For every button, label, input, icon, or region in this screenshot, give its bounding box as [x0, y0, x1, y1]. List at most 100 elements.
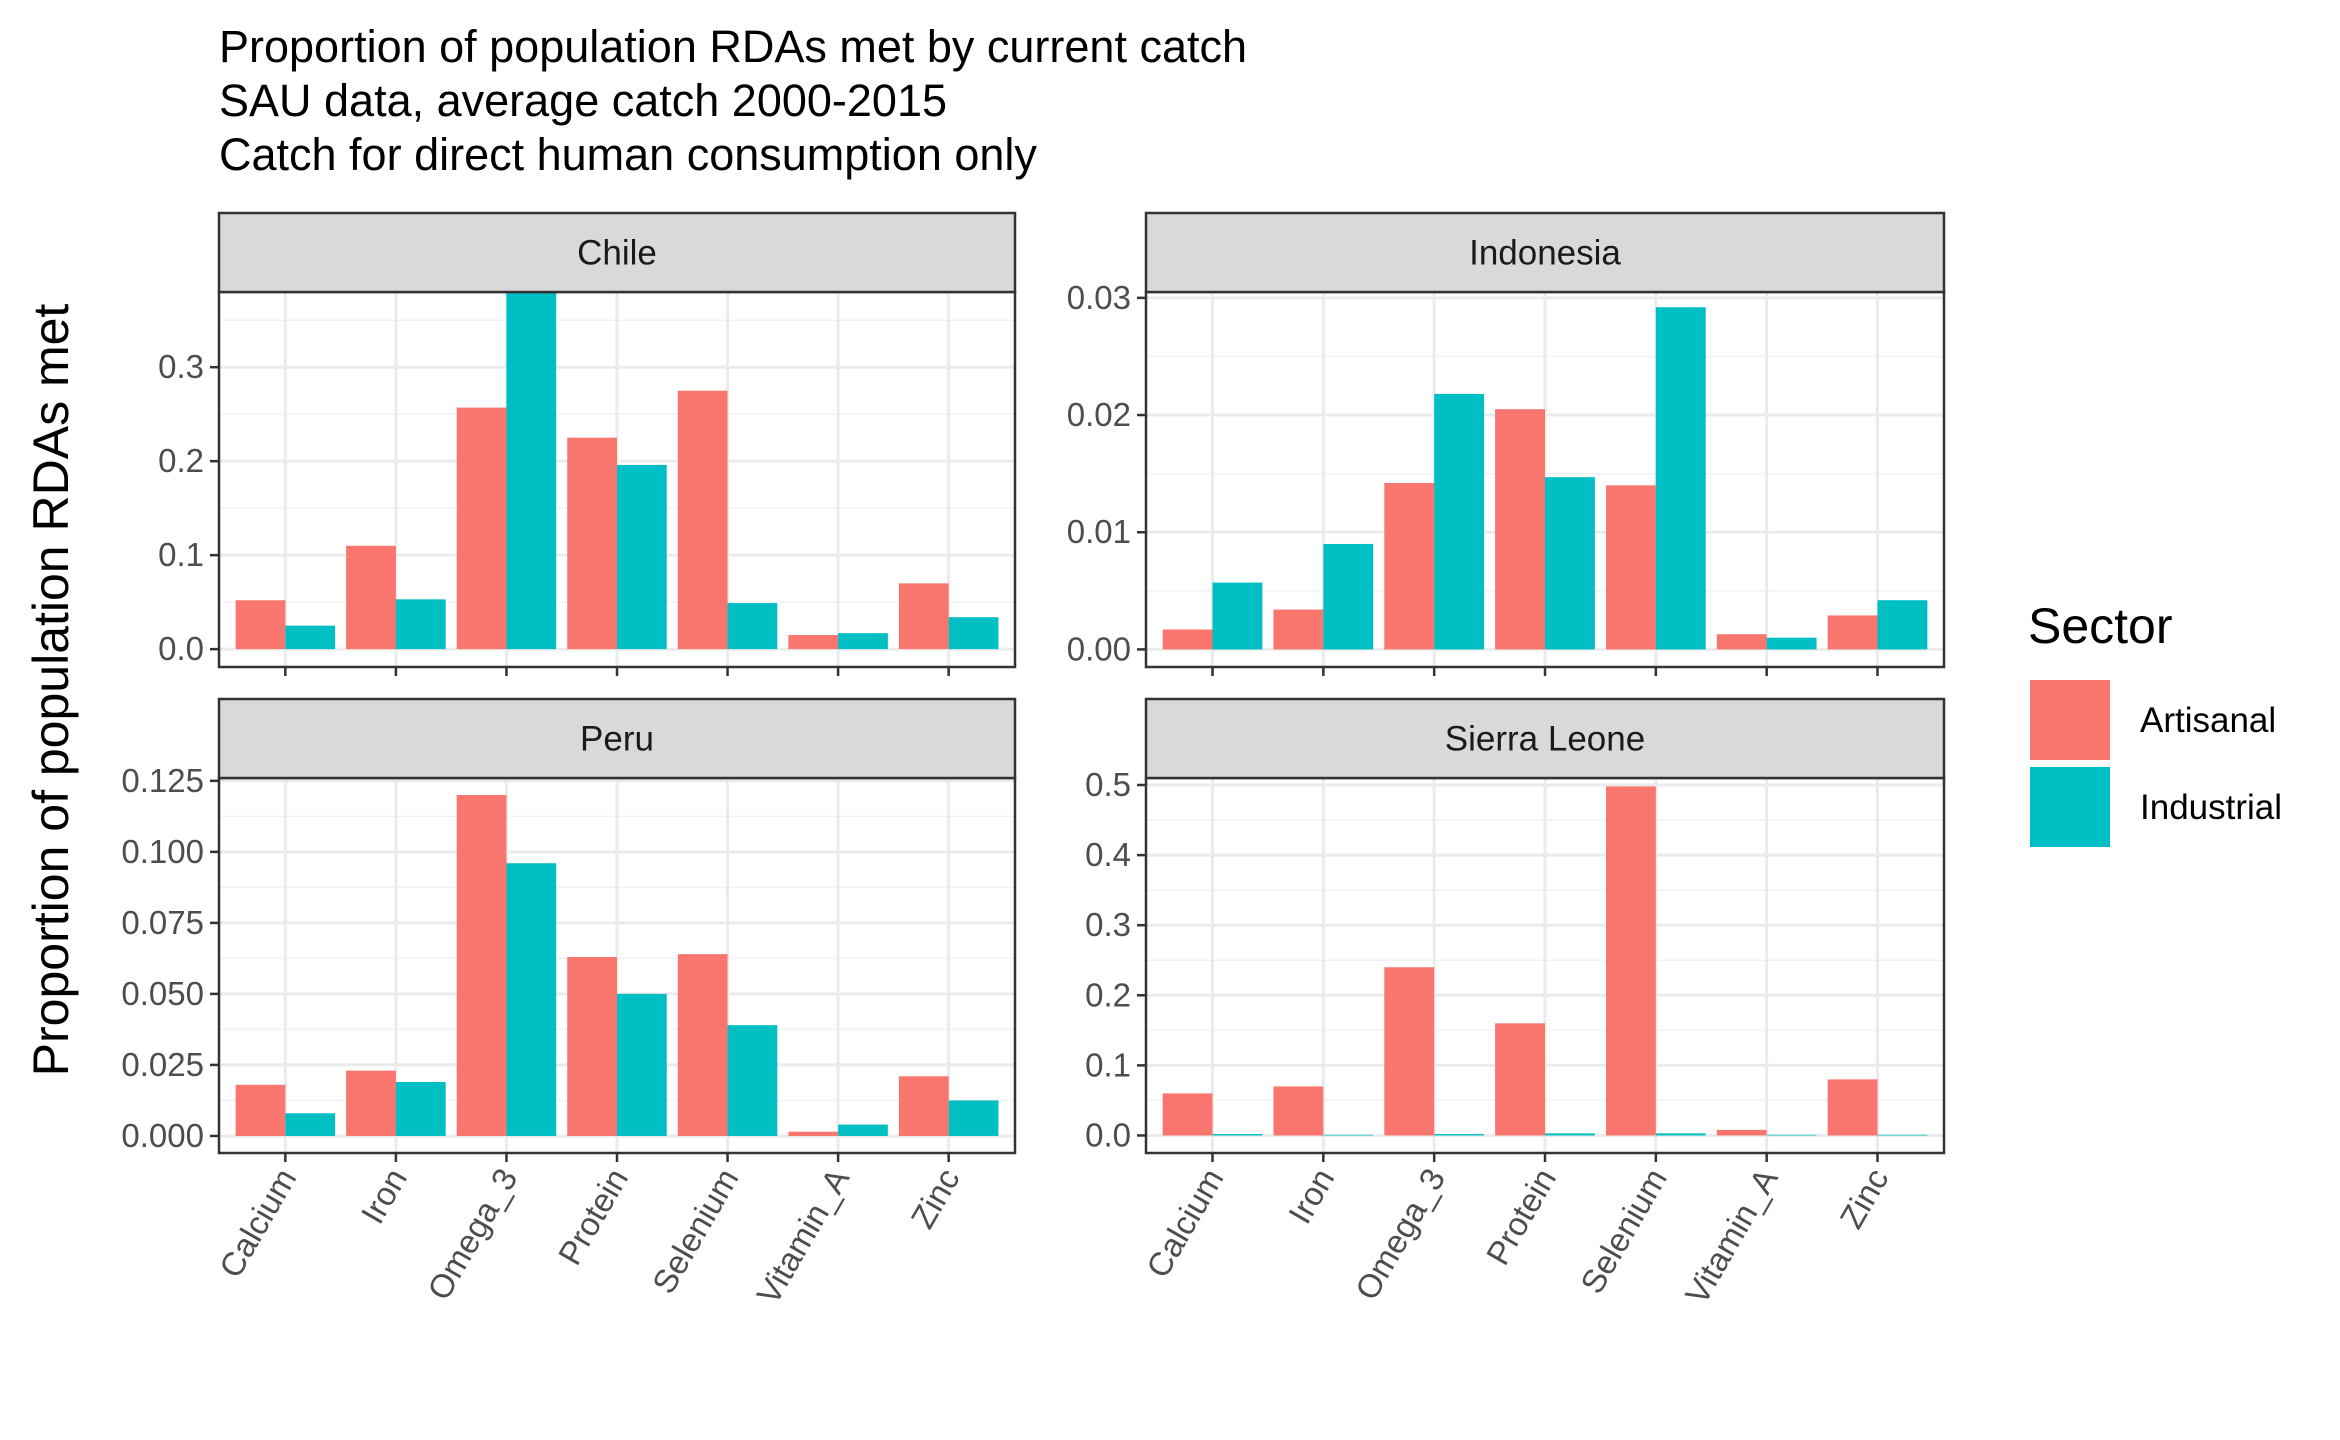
- y-tick-label: 0.00: [1067, 630, 1131, 667]
- x-tick-label: Iron: [1281, 1162, 1341, 1230]
- facet-indonesia: Indonesia 0.00 0.01 0.02 0.03: [1067, 211, 1946, 676]
- x-tick-label: Protein: [1479, 1162, 1563, 1271]
- facet-strip: [1144, 697, 1946, 780]
- y-tick-label: 0.100: [121, 833, 204, 870]
- x-tick-label: Selenium: [1573, 1162, 1674, 1300]
- bar-industrial-omega-3: [506, 863, 557, 1136]
- bar-artisanal-protein: [1495, 1023, 1545, 1136]
- bar-artisanal-zinc: [1827, 615, 1878, 650]
- bar-industrial-omega-3: [506, 291, 557, 650]
- bar-industrial-iron: [1323, 1134, 1374, 1136]
- y-tick-label: 0.3: [1085, 906, 1131, 943]
- title-line-3: Catch for direct human consumption only: [219, 129, 1037, 180]
- title-line-2: SAU data, average catch 2000-2015: [219, 75, 947, 126]
- chart-title: Proportion of population RDAs met by cur…: [219, 20, 1247, 182]
- y-tick-label: 0.050: [121, 975, 204, 1012]
- legend-key-artisanal: [2030, 680, 2110, 760]
- bar-industrial-protein: [617, 464, 667, 650]
- x-tick-label: Calcium: [212, 1162, 304, 1284]
- y-tick-label: 0.025: [121, 1046, 204, 1083]
- bar-industrial-selenium: [727, 1025, 778, 1136]
- bar-industrial-vitamin-a: [838, 1124, 888, 1136]
- bar-artisanal-omega-3: [456, 407, 507, 650]
- facet-panels: Chile 0.0 0.1 0.2 0.3 Indonesia 0.00 0.01 0.02 0.…: [121, 211, 1946, 1310]
- x-tick-label: Vitamin_A: [1678, 1162, 1785, 1310]
- bar-industrial-iron: [395, 1081, 446, 1136]
- bar-artisanal-calcium: [235, 1084, 286, 1136]
- x-tick-label: Zinc: [1832, 1162, 1895, 1234]
- bar-industrial-iron: [1323, 543, 1374, 650]
- bar-artisanal-zinc: [1827, 1079, 1878, 1136]
- x-tick-label: Protein: [551, 1162, 635, 1271]
- x-tick-label: Vitamin_A: [749, 1162, 856, 1310]
- facet-strip: [217, 211, 1017, 294]
- bar-artisanal-iron: [346, 545, 396, 650]
- facet-strip-label: Chile: [577, 234, 657, 273]
- facet-strip: [217, 697, 1017, 780]
- y-tick-label: 0.02: [1067, 396, 1131, 433]
- y-tick-label: 0.3: [158, 348, 204, 385]
- bar-artisanal-iron: [1273, 1086, 1324, 1136]
- bar-artisanal-zinc: [898, 1076, 949, 1136]
- facet-strip: [1144, 211, 1946, 294]
- bar-industrial-vitamin-a: [838, 633, 888, 650]
- bar-artisanal-selenium: [677, 390, 728, 650]
- bar-industrial-zinc: [948, 1100, 999, 1136]
- x-tick-label: Iron: [353, 1162, 413, 1230]
- y-tick-label: 0.000: [121, 1117, 204, 1154]
- bar-artisanal-selenium: [1605, 786, 1656, 1136]
- bar-industrial-protein: [1545, 477, 1595, 650]
- facet-chile: Chile 0.0 0.1 0.2 0.3: [158, 211, 1017, 676]
- legend: Sector Artisanal Industrial: [2028, 598, 2282, 847]
- bar-artisanal-vitamin-a: [788, 1131, 839, 1136]
- legend-key-industrial: [2030, 767, 2110, 847]
- y-axis-label: Proportion of population RDAs met: [23, 304, 79, 1077]
- bar-industrial-protein: [617, 993, 667, 1136]
- bar-industrial-omega-3: [1434, 393, 1485, 650]
- bar-artisanal-vitamin-a: [1716, 1129, 1767, 1136]
- x-tick-label: Calcium: [1139, 1162, 1231, 1284]
- bar-artisanal-vitamin-a: [1716, 634, 1767, 650]
- x-tick-label: Omega_3: [420, 1162, 525, 1306]
- y-tick-label: 0.2: [158, 442, 204, 479]
- facet-strip-label: Sierra Leone: [1445, 720, 1645, 759]
- bar-industrial-selenium: [727, 603, 778, 650]
- bar-industrial-zinc: [1877, 600, 1928, 650]
- bar-artisanal-protein: [567, 437, 617, 650]
- facet-peru: Peru 0.000 0.025 0.050 0.075 0.100 0.125 Calciu…: [121, 697, 1017, 1310]
- facet-strip-label: Indonesia: [1469, 234, 1621, 273]
- y-tick-label: 0.0: [1085, 1116, 1131, 1153]
- bar-industrial-iron: [395, 599, 446, 650]
- legend-label-artisanal: Artisanal: [2140, 701, 2276, 740]
- bar-artisanal-zinc: [898, 583, 949, 650]
- bar-artisanal-calcium: [1162, 1093, 1213, 1136]
- bar-artisanal-omega-3: [456, 795, 507, 1136]
- facet-sierra-leone: Sierra Leone 0.0 0.1 0.2 0.3 0.4 0.5 Calcium Iro…: [1085, 697, 1946, 1310]
- bar-industrial-calcium: [285, 1113, 336, 1136]
- bar-industrial-vitamin-a: [1766, 637, 1817, 650]
- bar-industrial-protein: [1545, 1133, 1595, 1136]
- y-tick-label: 0.2: [1085, 976, 1131, 1013]
- title-line-1: Proportion of population RDAs met by cur…: [219, 21, 1248, 72]
- y-tick-label: 0.1: [158, 536, 204, 573]
- y-tick-label: 0.125: [121, 762, 204, 799]
- bar-artisanal-selenium: [677, 954, 728, 1136]
- y-tick-label: 0.03: [1067, 279, 1131, 316]
- y-tick-label: 0.4: [1085, 836, 1131, 873]
- bar-artisanal-iron: [346, 1070, 396, 1136]
- bar-industrial-calcium: [1212, 582, 1263, 650]
- bar-artisanal-omega-3: [1384, 967, 1435, 1136]
- y-tick-label: 0.01: [1067, 513, 1131, 550]
- y-tick-label: 0.1: [1085, 1046, 1131, 1083]
- bar-industrial-selenium: [1655, 1133, 1706, 1136]
- bar-industrial-calcium: [285, 625, 336, 650]
- bar-industrial-selenium: [1655, 307, 1706, 650]
- y-tick-label: 0.0: [158, 630, 204, 667]
- bar-industrial-zinc: [948, 617, 999, 650]
- bar-industrial-omega-3: [1434, 1134, 1485, 1136]
- bar-artisanal-protein: [1495, 409, 1545, 650]
- bar-artisanal-protein: [567, 956, 617, 1136]
- x-tick-label: Zinc: [904, 1162, 967, 1234]
- bar-artisanal-calcium: [235, 600, 286, 650]
